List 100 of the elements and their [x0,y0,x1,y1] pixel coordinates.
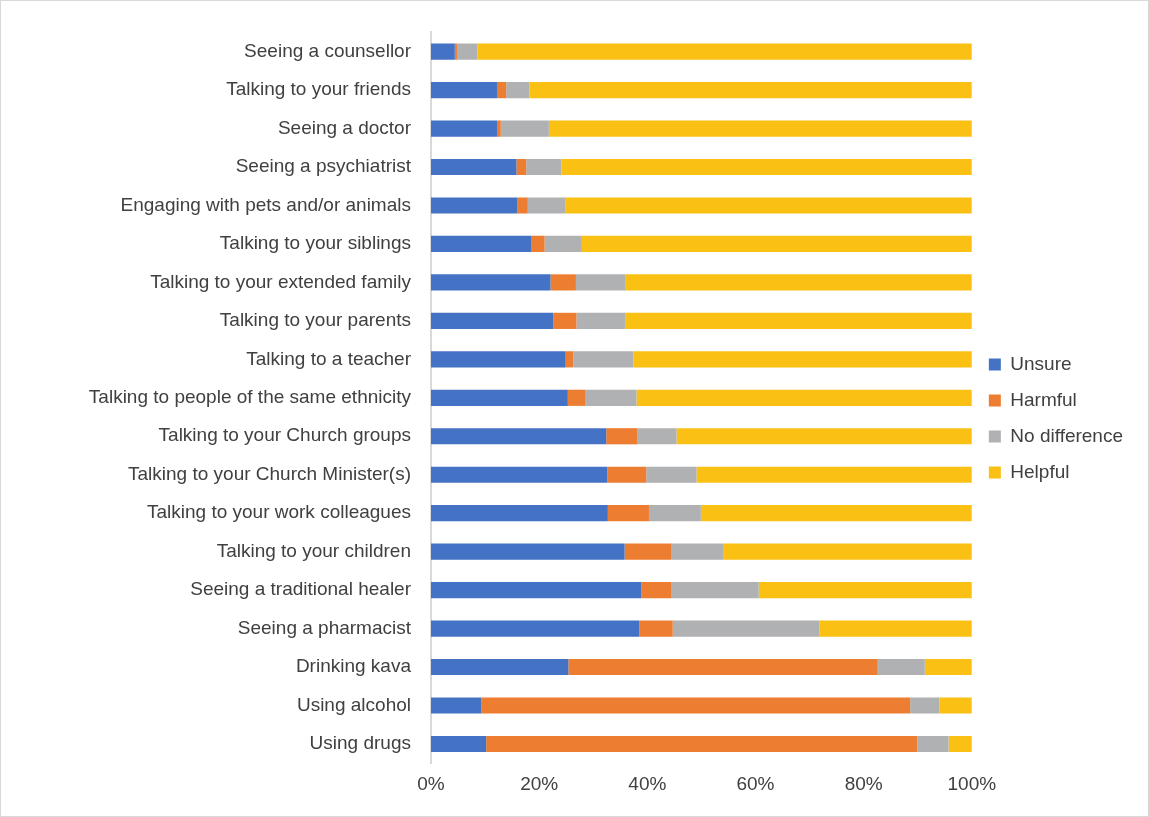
bar [624,543,672,560]
bar [565,197,972,214]
bar [529,82,972,99]
y-tick-label: Engaging with pets and/or animals [120,193,411,215]
bar [561,158,972,176]
y-tick-label: Seeing a counsellor [244,39,412,61]
y-tick-label: Talking to your parents [219,309,411,331]
bar [672,620,820,637]
bar [531,235,545,253]
y-tick-label: Drinking kava [295,655,412,677]
bar [431,82,497,99]
bar [581,235,972,253]
legend-label: Unsure [1010,352,1072,374]
bar [431,312,554,329]
bar [481,697,911,714]
bar [948,735,972,753]
y-tick-label: Talking to your siblings [219,232,411,254]
x-tick-label: 20% [520,772,559,794]
bar [939,697,972,714]
bar [500,120,549,137]
y-tick-label: Talking to your friends [226,78,411,100]
bar [431,120,497,137]
y-tick-label: Seeing a psychiatrist [235,155,412,177]
bar [456,43,478,60]
bar [553,312,577,329]
y-tick-label: Talking to your extended family [150,270,412,292]
bar [517,197,528,214]
bar [526,158,562,176]
bar [516,158,527,176]
bar [646,466,697,483]
bar [431,428,607,445]
bar [573,351,634,368]
bar [819,620,972,637]
bar [431,505,608,522]
y-tick-label: Using drugs [309,732,411,754]
y-tick-label: Seeing a pharmacist [237,616,412,638]
y-tick-label: Seeing a traditional healer [190,578,412,600]
bar [607,505,649,522]
bar [607,466,647,483]
bar [506,82,530,99]
x-tick-label: 100% [947,772,997,794]
bar [585,389,637,406]
bar [431,43,455,60]
bar [527,197,566,214]
y-tick-label: Seeing a doctor [277,116,412,138]
bar [431,235,532,253]
x-tick-label: 0% [417,772,445,794]
bar [639,620,673,637]
bar [877,658,925,676]
legend-label: Harmful [1010,388,1077,410]
bar [568,658,878,676]
bar [431,620,640,637]
bar [606,428,638,445]
bar [567,389,586,406]
bar [648,505,701,522]
bar [431,158,517,176]
bar [431,735,487,753]
bar [575,274,626,291]
bar [431,658,569,676]
bar [723,543,972,560]
bar [544,235,582,253]
bar [477,43,972,60]
bar [576,312,626,329]
legend-label: Helpful [1010,460,1070,482]
legend-label: No difference [1010,424,1124,446]
y-tick-label: Talking to your Church Minister(s) [128,462,411,484]
bar [431,582,642,599]
y-tick-label: Talking to your children [216,539,411,561]
bar [910,697,940,714]
bar [431,543,625,560]
x-tick-label: 60% [736,772,775,794]
bar [431,351,566,368]
bar [758,582,972,599]
bar [625,274,972,291]
y-tick-label: Talking to people of the same ethnicity [88,386,412,408]
y-tick-label: Talking to your work colleagues [146,501,411,523]
bar [431,389,568,406]
bar [496,120,501,137]
bar [641,582,672,599]
bar [431,197,518,214]
bar [548,120,972,137]
bar [700,505,972,522]
bar [696,466,972,483]
x-tick-label: 80% [844,772,883,794]
bar [917,735,949,753]
bar [625,312,972,329]
y-tick-label: Talking to your Church groups [158,424,411,446]
y-tick-label: Talking to a teacher [246,347,412,369]
bar [671,543,724,560]
bar [676,428,972,445]
bar [454,43,457,60]
bar [637,428,677,445]
bar [671,582,759,599]
bar [431,466,608,483]
bar [565,351,574,368]
y-tick-label: Using alcohol [296,693,411,715]
bar [431,697,482,714]
bar [550,274,576,291]
bar [924,658,972,676]
x-tick-label: 40% [628,772,667,794]
